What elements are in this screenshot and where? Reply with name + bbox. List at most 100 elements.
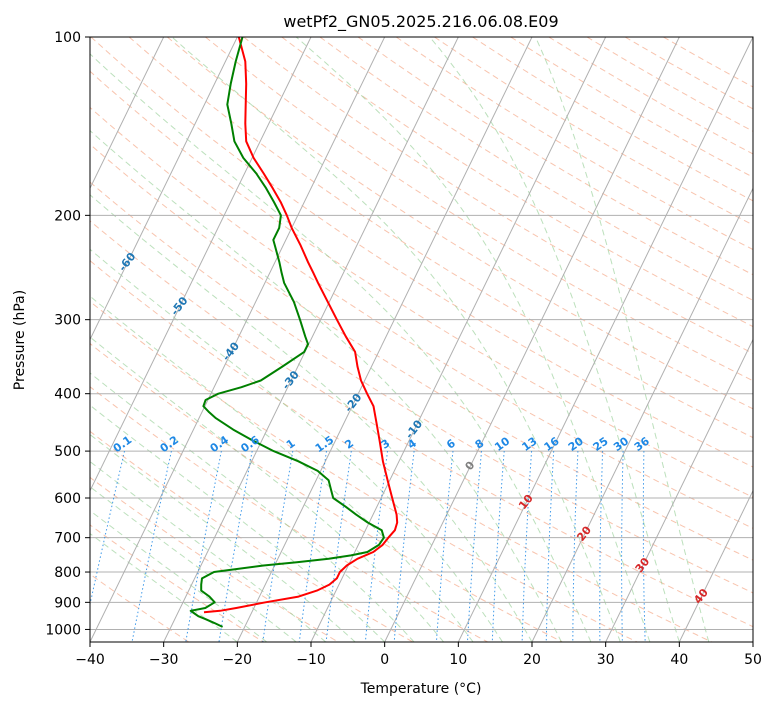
x-tick-label: −40 <box>75 652 105 668</box>
isotherm-label: -20 <box>342 391 365 415</box>
mixing-ratio-line <box>393 451 415 642</box>
y-tick-label: 100 <box>54 30 81 46</box>
dry-adiabat <box>90 143 753 561</box>
mixing-ratio-line <box>545 451 555 642</box>
mixing-ratio-line <box>262 451 294 642</box>
x-tick-label: −10 <box>296 652 326 668</box>
mixing-ratio-line <box>218 451 253 642</box>
mixing-ratio-line <box>621 451 624 642</box>
x-tick-label: −30 <box>149 652 179 668</box>
moist-adiabat <box>90 372 415 642</box>
dry-adiabat <box>90 181 753 594</box>
mixing-ratio-line <box>131 450 172 642</box>
y-tick-label: 600 <box>54 491 81 507</box>
isotherm-label: -60 <box>116 250 139 274</box>
x-tick-label: 30 <box>597 652 615 668</box>
isotherm-line <box>90 37 312 492</box>
dry-adiabat <box>205 37 753 382</box>
dry-adiabat <box>90 524 264 642</box>
mixing-ratio-line <box>599 451 604 642</box>
dry-adiabat <box>281 37 753 328</box>
isotherm-line <box>90 37 165 190</box>
isotherm-label: -50 <box>168 294 191 318</box>
x-axis: −40 −30 −20 −10 0 10 20 30 40 50 <box>75 642 762 668</box>
moist-adiabat <box>90 336 444 642</box>
moist-adiabat <box>171 37 621 642</box>
mixing-ratio-label: 8 <box>473 437 487 452</box>
mixing-ratio-line <box>642 451 646 642</box>
moist-adiabat <box>295 37 651 642</box>
isotherm-line <box>236 37 533 642</box>
dry-adiabat <box>90 573 190 642</box>
background-lines <box>90 37 753 642</box>
temperature-profile <box>203 37 399 614</box>
y-tick-label: 900 <box>54 595 81 611</box>
isotherm-line <box>90 37 386 642</box>
y-tick-label: 700 <box>54 531 81 547</box>
y-tick-label: 500 <box>54 444 81 460</box>
mixing-ratio-line <box>364 451 388 642</box>
dewpoint-profile <box>189 37 385 628</box>
mixing-ratio-label: 0.1 <box>111 433 134 455</box>
mixing-ratio-line <box>325 451 352 642</box>
x-tick-label: 50 <box>744 652 762 668</box>
moist-adiabat <box>90 129 562 642</box>
x-tick-label: 40 <box>670 652 688 668</box>
y-tick-label: 1000 <box>45 622 81 638</box>
isotherm-line <box>384 37 680 642</box>
dry-adiabat <box>395 37 753 251</box>
moist-adiabat <box>90 433 356 642</box>
mixing-ratio-line <box>185 450 222 642</box>
dry-adiabat <box>90 476 339 642</box>
chart-title: wetPf2_GN05.2025.216.06.08.E09 <box>283 12 558 32</box>
mixing-ratio-label: 1.5 <box>313 433 336 455</box>
dry-adiabat <box>166 37 753 410</box>
moist-adiabat <box>90 460 327 642</box>
dry-adiabat <box>243 37 753 354</box>
mixing-ratio-line <box>491 451 505 642</box>
isotherm-label: -40 <box>220 339 243 363</box>
moist-adiabat <box>90 248 503 642</box>
mixing-ratio-line <box>298 451 327 642</box>
y-tick-label: 300 <box>54 313 81 329</box>
y-axis: 100 200 300 400 500 600 700 800 900 1000 <box>45 30 90 638</box>
dry-adiabat <box>319 37 753 301</box>
plot-frame <box>89 36 754 643</box>
dry-adiabat <box>472 37 753 202</box>
isotherm-line <box>163 37 459 642</box>
mixing-ratio-line <box>467 451 482 642</box>
mixing-ratio-line <box>572 451 579 642</box>
isotherm-line <box>752 640 753 642</box>
isotherm-label: -80 <box>23 137 46 161</box>
dry-adiabat <box>128 37 753 439</box>
moist-adiabat <box>90 486 297 642</box>
dry-adiabat <box>90 342 563 642</box>
mixing-ratio-label: 1 <box>284 437 298 452</box>
mixing-ratio-label: 2 <box>342 437 356 452</box>
moist-adiabat <box>90 295 474 642</box>
x-tick-label: 20 <box>523 652 541 668</box>
isotherm-label: 0 <box>462 458 477 472</box>
dry-adiabat <box>90 220 753 628</box>
dry-adiabat <box>90 260 712 642</box>
mixing-ratio-line <box>521 451 533 642</box>
dry-adiabat <box>548 37 753 155</box>
moist-adiabat <box>535 37 710 642</box>
y-tick-label: 400 <box>54 387 81 403</box>
isotherm-label: 20 <box>574 523 594 543</box>
mixing-ratio-label: 6 <box>444 437 458 452</box>
isotherm-line <box>90 37 238 341</box>
mixing-ratio-line <box>435 451 454 642</box>
dry-adiabat <box>663 37 753 88</box>
sounding-profiles <box>189 37 399 628</box>
y-tick-label: 800 <box>54 565 81 581</box>
isotherm-line <box>605 338 753 642</box>
dry-adiabat <box>586 37 753 132</box>
x-tick-label: 10 <box>449 652 467 668</box>
isotherm-line <box>310 37 607 642</box>
y-tick-label: 200 <box>54 208 81 224</box>
moist-adiabat <box>90 194 533 642</box>
moist-adiabat <box>90 404 386 642</box>
reference-line-labels: 0.10.20.40.611.52346810131620253036-100-… <box>23 137 711 607</box>
